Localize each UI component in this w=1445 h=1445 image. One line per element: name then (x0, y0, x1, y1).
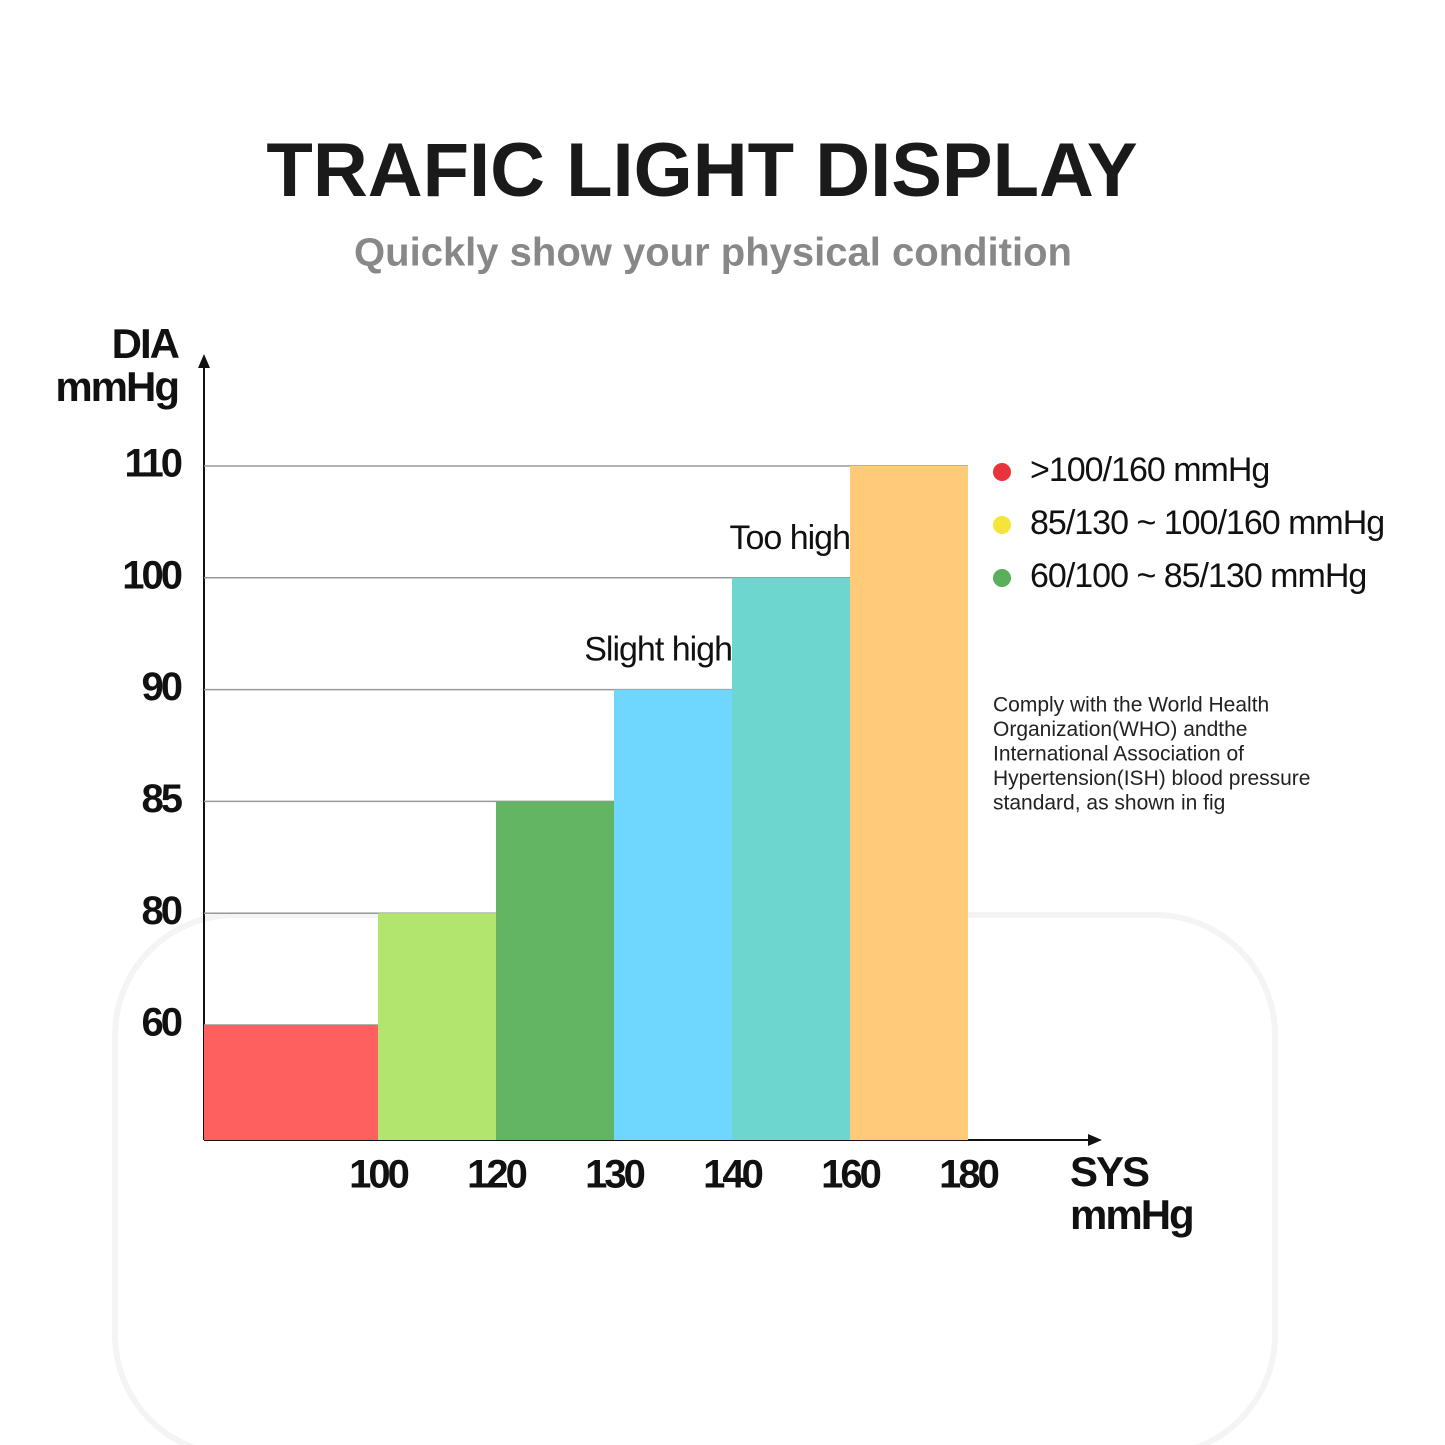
y-tick-label: 80 (142, 889, 182, 933)
y-tick-label: 100 (122, 553, 181, 597)
chart-subtitle: Quickly show your physical condition (354, 231, 1072, 275)
legend-marker (993, 569, 1011, 587)
note-line: Hypertension(ISH) blood pressure (993, 767, 1310, 790)
x-axis-arrow (1088, 1134, 1102, 1146)
x-tick-label: 160 (821, 1153, 880, 1197)
bar (850, 466, 968, 1140)
y-tick-label: 90 (142, 665, 182, 709)
legend-marker (993, 516, 1011, 534)
legend-label: 60/100 ~ 85/130 mmHg (1030, 557, 1366, 595)
y-tick-label: 60 (142, 1001, 182, 1045)
y-tick-label: 110 (124, 442, 181, 486)
x-axis-label: mmHg (1070, 1191, 1193, 1238)
x-axis-label: SYS (1070, 1148, 1149, 1195)
note-line: standard, as shown in fig (993, 792, 1225, 815)
note-line: Comply with the World Health (993, 694, 1269, 717)
bar (204, 1025, 378, 1140)
legend-marker (993, 463, 1011, 481)
legend-label: >100/160 mmHg (1030, 451, 1269, 489)
y-axis-arrow (198, 354, 210, 368)
x-tick-label: 130 (585, 1153, 644, 1197)
annotation: Too high (729, 519, 850, 557)
y-tick-label: 85 (142, 777, 183, 821)
annotation: Slight high (584, 631, 732, 669)
x-tick-label: 180 (939, 1153, 998, 1197)
chart-title: TRAFIC LIGHT DISPLAY (266, 128, 1137, 213)
bar (732, 577, 850, 1140)
note-line: International Association of (993, 743, 1244, 766)
x-tick-label: 120 (467, 1153, 526, 1197)
x-tick-label: 140 (703, 1153, 762, 1197)
x-tick-label: 100 (349, 1153, 408, 1197)
y-axis-label: DIA (112, 320, 180, 367)
y-axis-label: mmHg (55, 363, 178, 410)
bar (378, 913, 496, 1140)
legend-label: 85/130 ~ 100/160 mmHg (1030, 504, 1384, 542)
bar (614, 689, 732, 1140)
bar (496, 801, 614, 1140)
note-line: Organization(WHO) andthe (993, 718, 1247, 741)
